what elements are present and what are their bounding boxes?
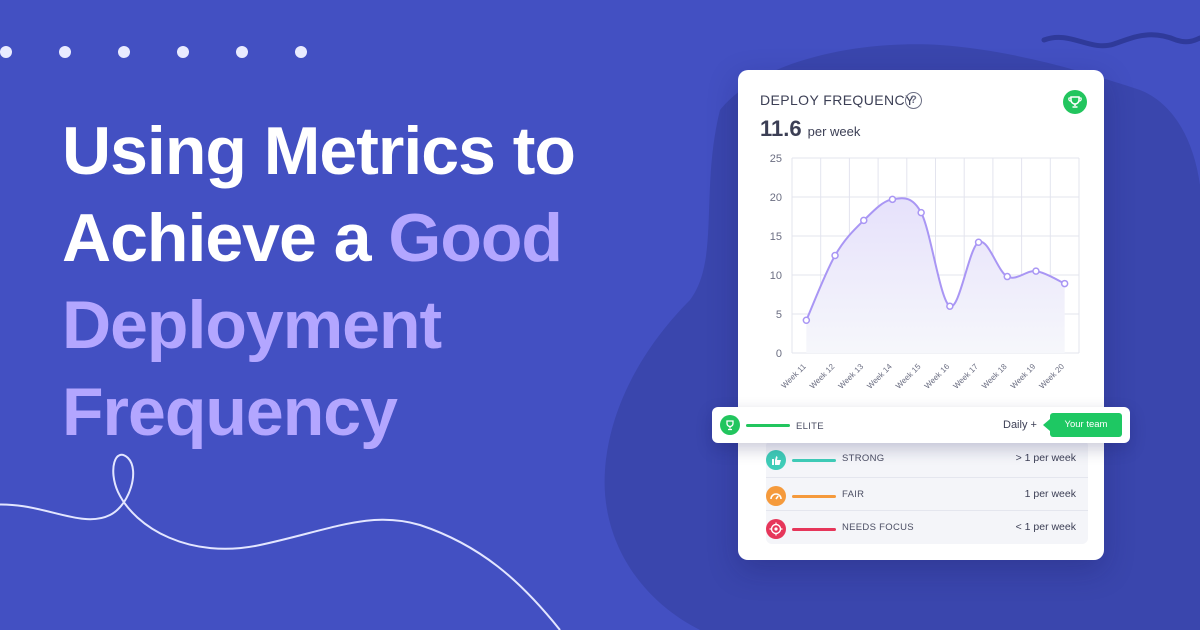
tier-label: STRONG xyxy=(842,453,885,464)
trophy-icon xyxy=(720,415,740,435)
dot xyxy=(236,46,248,58)
x-tick-label: Week 14 xyxy=(865,362,894,391)
tier-label: FAIR xyxy=(842,489,865,500)
headline-highlight: Good xyxy=(388,200,563,276)
target-icon xyxy=(766,519,786,539)
squiggle-line xyxy=(0,453,561,630)
tier-line xyxy=(792,528,836,531)
x-tick-label: Week 13 xyxy=(837,362,866,391)
gauge-icon xyxy=(766,486,786,506)
headline: Using Metrics to Achieve a Good Deployme… xyxy=(62,108,662,456)
metric-readout: 11.6 per week xyxy=(760,116,860,142)
x-tick-label: Week 16 xyxy=(923,362,952,391)
tier-line xyxy=(792,459,836,462)
trophy-icon xyxy=(1063,90,1087,114)
tier-row-strong: STRONG > 1 per week xyxy=(766,442,1088,476)
data-point xyxy=(974,238,983,246)
headline-line-1: Using Metrics to xyxy=(62,113,576,189)
data-point xyxy=(802,316,811,324)
headline-line-2: Achieve a xyxy=(62,200,389,276)
y-tick-label: 25 xyxy=(770,153,782,165)
x-tick-label: Week 20 xyxy=(1037,362,1066,391)
tier-frequency: 1 per week xyxy=(1024,488,1076,500)
y-tick-label: 15 xyxy=(770,231,782,243)
dot-row xyxy=(0,46,320,60)
dot xyxy=(0,46,12,58)
y-tick-label: 0 xyxy=(776,348,782,360)
y-tick-label: 5 xyxy=(776,309,782,321)
data-point xyxy=(1003,272,1011,281)
y-tick-label: 10 xyxy=(770,270,782,282)
help-icon[interactable]: ? xyxy=(905,92,922,109)
tier-frequency: < 1 per week xyxy=(1015,521,1076,533)
x-tick-label: Week 18 xyxy=(980,362,1009,391)
data-point xyxy=(888,195,897,204)
x-tick-label: Week 15 xyxy=(894,362,923,391)
tier-label: ELITE xyxy=(796,421,824,432)
data-point xyxy=(860,216,868,225)
headline-line-3: Deployment xyxy=(62,287,442,363)
x-tick-label: Week 17 xyxy=(951,362,980,391)
tier-line xyxy=(746,424,790,427)
tier-row-elite: ELITE Daily + Your team xyxy=(712,407,1130,443)
data-point xyxy=(917,208,925,217)
dot xyxy=(295,46,307,58)
metric-value: 11.6 xyxy=(760,116,802,141)
data-point xyxy=(946,302,954,310)
tier-row-fair: FAIR 1 per week xyxy=(766,477,1088,512)
tier-line xyxy=(792,495,836,498)
x-tick-label: Week 12 xyxy=(808,362,837,391)
dot xyxy=(59,46,71,58)
tier-row-needs-focus: NEEDS FOCUS < 1 per week xyxy=(766,510,1088,545)
dot xyxy=(118,46,130,58)
tier-frequency: Daily + xyxy=(1003,419,1037,431)
card-title: DEPLOY FREQUENCY xyxy=(760,92,915,108)
tier-label: NEEDS FOCUS xyxy=(842,522,914,533)
tier-panel: STRONG > 1 per week FAIR 1 per week NEED… xyxy=(766,440,1088,544)
series-area xyxy=(806,198,1065,353)
thumbs-up-icon xyxy=(766,450,786,470)
y-tick-label: 20 xyxy=(770,192,782,204)
metric-unit: per week xyxy=(807,124,861,139)
wave-decoration xyxy=(1041,32,1200,49)
x-tick-label: Week 11 xyxy=(780,362,809,391)
dot xyxy=(177,46,189,58)
your-team-tag: Your team xyxy=(1043,413,1122,437)
series-line xyxy=(805,197,1066,321)
data-point xyxy=(1032,267,1040,275)
tier-frequency: > 1 per week xyxy=(1015,452,1076,464)
data-point xyxy=(1060,279,1069,288)
x-tick-label: Week 19 xyxy=(1009,362,1038,391)
headline-line-4: Frequency xyxy=(62,374,398,450)
data-point xyxy=(831,251,839,260)
